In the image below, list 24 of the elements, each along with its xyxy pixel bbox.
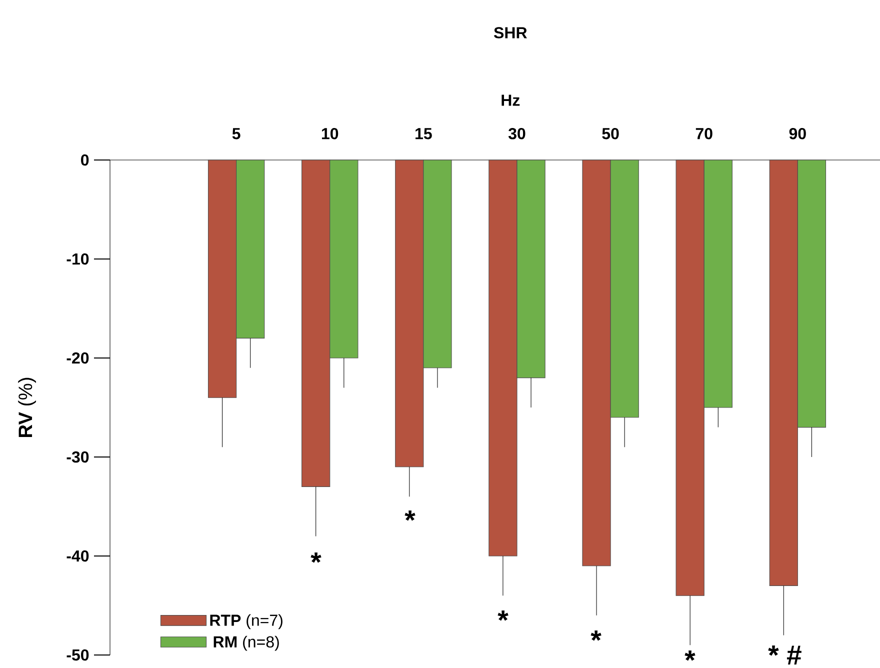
x-tick-label: 10 [322, 128, 338, 140]
y-tick-label: -40 [66, 550, 89, 562]
annotation: * [590, 630, 602, 641]
x-tick-label: 30 [508, 128, 526, 140]
x-axis-title: Hz [502, 94, 520, 106]
annotation: * [498, 610, 508, 621]
chart-title: SHR [494, 27, 527, 38]
y-tick-label: -30 [66, 451, 89, 463]
x-tick-label: 5 [232, 128, 240, 140]
annotation: * [684, 650, 696, 661]
annotation: * [310, 552, 322, 563]
y-tick-label: 0 [81, 154, 89, 166]
y-tick-label: -50 [66, 649, 89, 661]
annotation: * # [768, 645, 802, 665]
x-tick-label: 70 [696, 128, 712, 140]
x-tick-label: 90 [789, 128, 806, 140]
y-tick-label: -10 [66, 253, 89, 265]
legend-label: RTP (n=7) [210, 614, 282, 630]
x-tick-label: 15 [416, 128, 432, 140]
x-tick-label: 50 [602, 128, 619, 140]
annotation: * [404, 510, 416, 521]
y-tick-label: -20 [66, 352, 89, 364]
legend-label: RM (n=8) [214, 636, 279, 651]
y-axis-title: RV (%) [18, 378, 36, 437]
